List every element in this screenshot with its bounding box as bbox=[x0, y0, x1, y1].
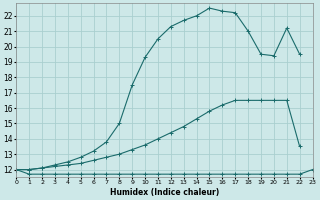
X-axis label: Humidex (Indice chaleur): Humidex (Indice chaleur) bbox=[110, 188, 219, 197]
